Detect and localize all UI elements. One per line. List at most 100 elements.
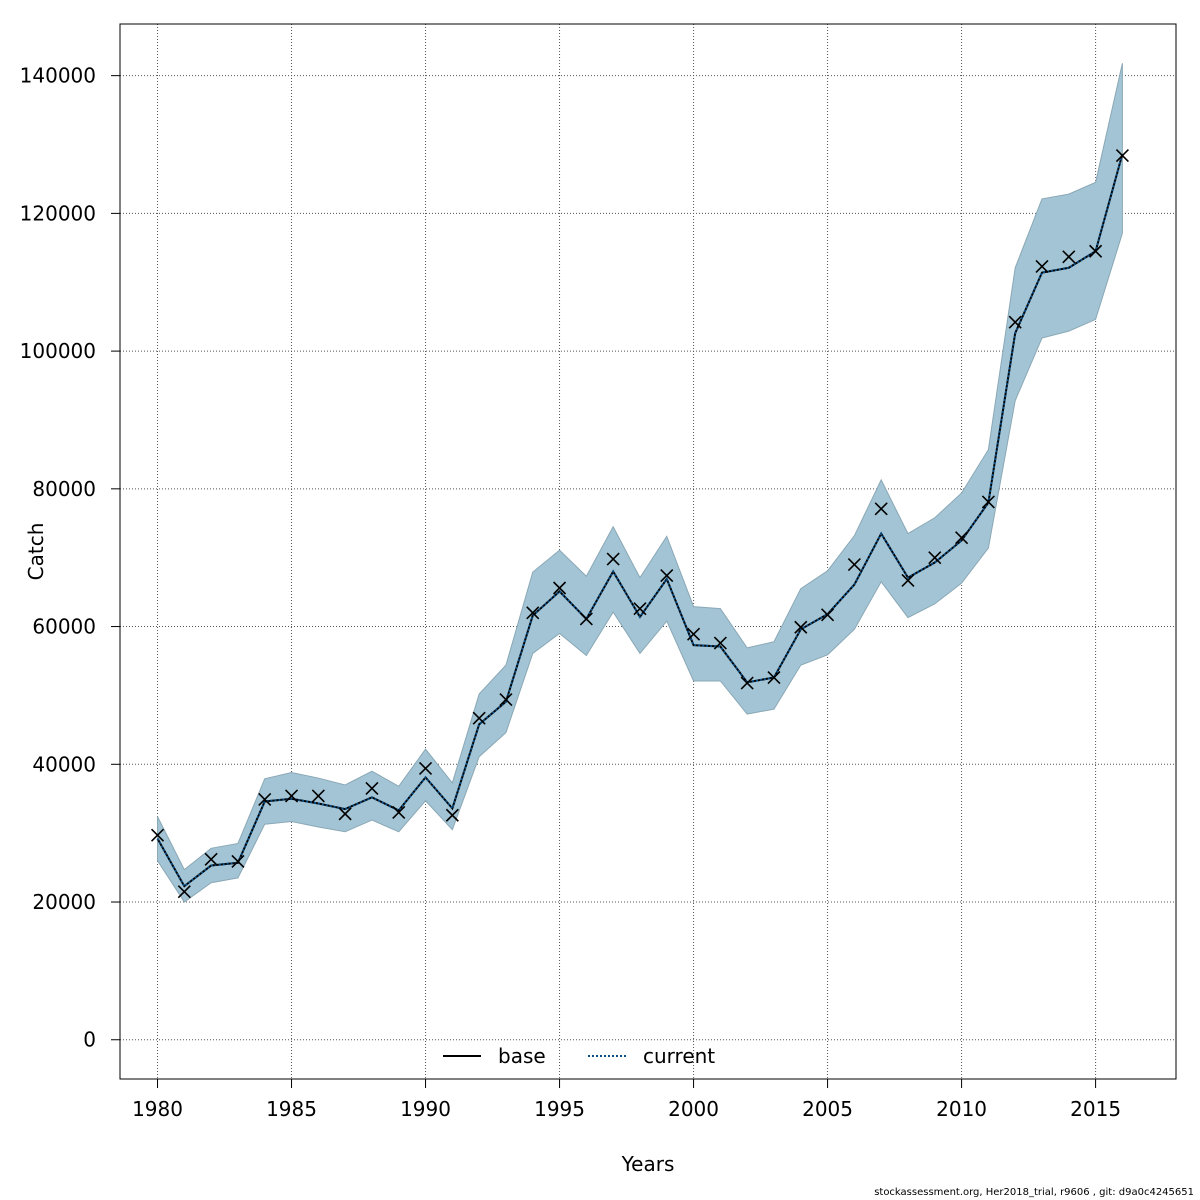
confidence-band-area: [157, 63, 1123, 903]
observation-mark: [660, 569, 674, 583]
observation-point: [311, 789, 325, 803]
observation-mark: [606, 552, 620, 566]
footer-note: stockassessment.org, Her2018_trial, r960…: [874, 1187, 1194, 1198]
observation-mark: [874, 502, 888, 516]
observation-point: [713, 636, 727, 650]
observation-point: [258, 792, 272, 806]
observation-mark: [955, 531, 969, 545]
observation-mark: [847, 558, 861, 572]
y-tick-label: 60000: [32, 615, 96, 639]
observation-mark: [928, 551, 942, 565]
observation-point: [231, 854, 245, 868]
legend-current-label: current: [643, 1044, 715, 1068]
observation-mark: [981, 495, 995, 509]
observation-point: [365, 781, 379, 795]
observation-point: [1008, 315, 1022, 329]
observation-point: [445, 808, 459, 822]
x-axis: 1980 1985 1990 1995 2000 2005 2010 2015: [132, 1078, 1121, 1121]
x-tick-label: 2000: [668, 1097, 719, 1121]
observation-point: [901, 573, 915, 587]
x-axis-label: Years: [621, 1152, 675, 1176]
y-tick-label: 80000: [32, 477, 96, 501]
observation-point: [740, 676, 754, 690]
observation-mark: [284, 789, 299, 803]
observation-mark: [338, 807, 352, 821]
observation-point: [1035, 259, 1049, 273]
y-tick-label: 40000: [32, 752, 96, 776]
observation-point: [552, 581, 567, 595]
x-tick-label: 2010: [936, 1097, 987, 1121]
observation-point: [606, 552, 620, 566]
observation-mark: [472, 711, 486, 725]
x-tick-label: 1990: [400, 1097, 451, 1121]
observation-mark: [633, 602, 647, 616]
observation-mark: [445, 808, 459, 822]
series-line-current: [156, 153, 1124, 888]
observation-mark: [767, 670, 781, 685]
observation-mark: [204, 852, 218, 866]
observation-mark: [740, 676, 754, 690]
observation-mark: [1062, 250, 1076, 264]
x-tick-label: 1995: [534, 1097, 585, 1121]
observation-mark: [579, 612, 593, 626]
y-tick-label: 20000: [32, 890, 96, 914]
y-tick-label: 140000: [20, 64, 96, 88]
observation-point: [1089, 244, 1103, 258]
observation-mark: [526, 606, 540, 620]
observation-mark: [1035, 259, 1049, 273]
observation-mark: [365, 781, 379, 795]
legend: base current: [443, 1044, 715, 1068]
observation-point: [499, 692, 513, 707]
observation-point: [686, 627, 701, 641]
observation-point: [418, 761, 433, 775]
observation-point: [1062, 250, 1076, 264]
observation-mark: [258, 792, 272, 806]
y-axis: 0 20000 40000 60000 80000 100000 120000 140000: [20, 64, 121, 1052]
observation-point: [177, 885, 191, 899]
observation-point: [284, 789, 299, 803]
observation-point: [392, 805, 406, 820]
observation-mark: [499, 692, 513, 707]
x-tick-label: 2015: [1070, 1097, 1121, 1121]
x-tick-label: 2005: [802, 1097, 853, 1121]
observation-point: [794, 620, 808, 634]
observation-mark: [150, 828, 165, 842]
observation-point: [579, 612, 593, 626]
series-lines: [156, 153, 1124, 888]
observation-mark: [686, 627, 701, 641]
observation-mark: [821, 608, 835, 622]
observation-mark: [901, 573, 915, 587]
observation-point: [204, 852, 218, 866]
observation-point: [472, 711, 486, 725]
y-tick-label: 120000: [20, 201, 96, 225]
observation-point: [847, 558, 861, 572]
plot-frame: [119, 23, 1177, 1080]
observation-point: [526, 606, 540, 620]
observation-point: [767, 670, 781, 685]
observation-point: [660, 569, 674, 583]
observation-mark: [794, 620, 808, 634]
x-tick-label: 1980: [132, 1097, 183, 1121]
observation-mark: [1115, 148, 1129, 163]
observation-mark: [1089, 244, 1103, 258]
observation-point: [955, 531, 969, 545]
x-tick-label: 1985: [266, 1097, 317, 1121]
observation-mark: [1008, 315, 1022, 329]
observation-point: [150, 828, 165, 842]
observation-mark: [311, 789, 325, 803]
observation-markers: [150, 148, 1129, 899]
y-tick-label: 100000: [20, 339, 96, 363]
observation-point: [821, 608, 835, 622]
observation-mark: [713, 636, 727, 650]
grid-lines: [120, 24, 1176, 1079]
legend-base-label: base: [498, 1044, 546, 1068]
observation-mark: [552, 581, 567, 595]
confidence-band: [157, 63, 1123, 903]
observation-mark: [177, 885, 191, 899]
observation-point: [928, 551, 942, 565]
observation-point: [981, 495, 995, 509]
y-axis-label: Catch: [24, 523, 48, 581]
observation-mark: [392, 805, 406, 820]
y-tick-label: 0: [83, 1028, 96, 1052]
